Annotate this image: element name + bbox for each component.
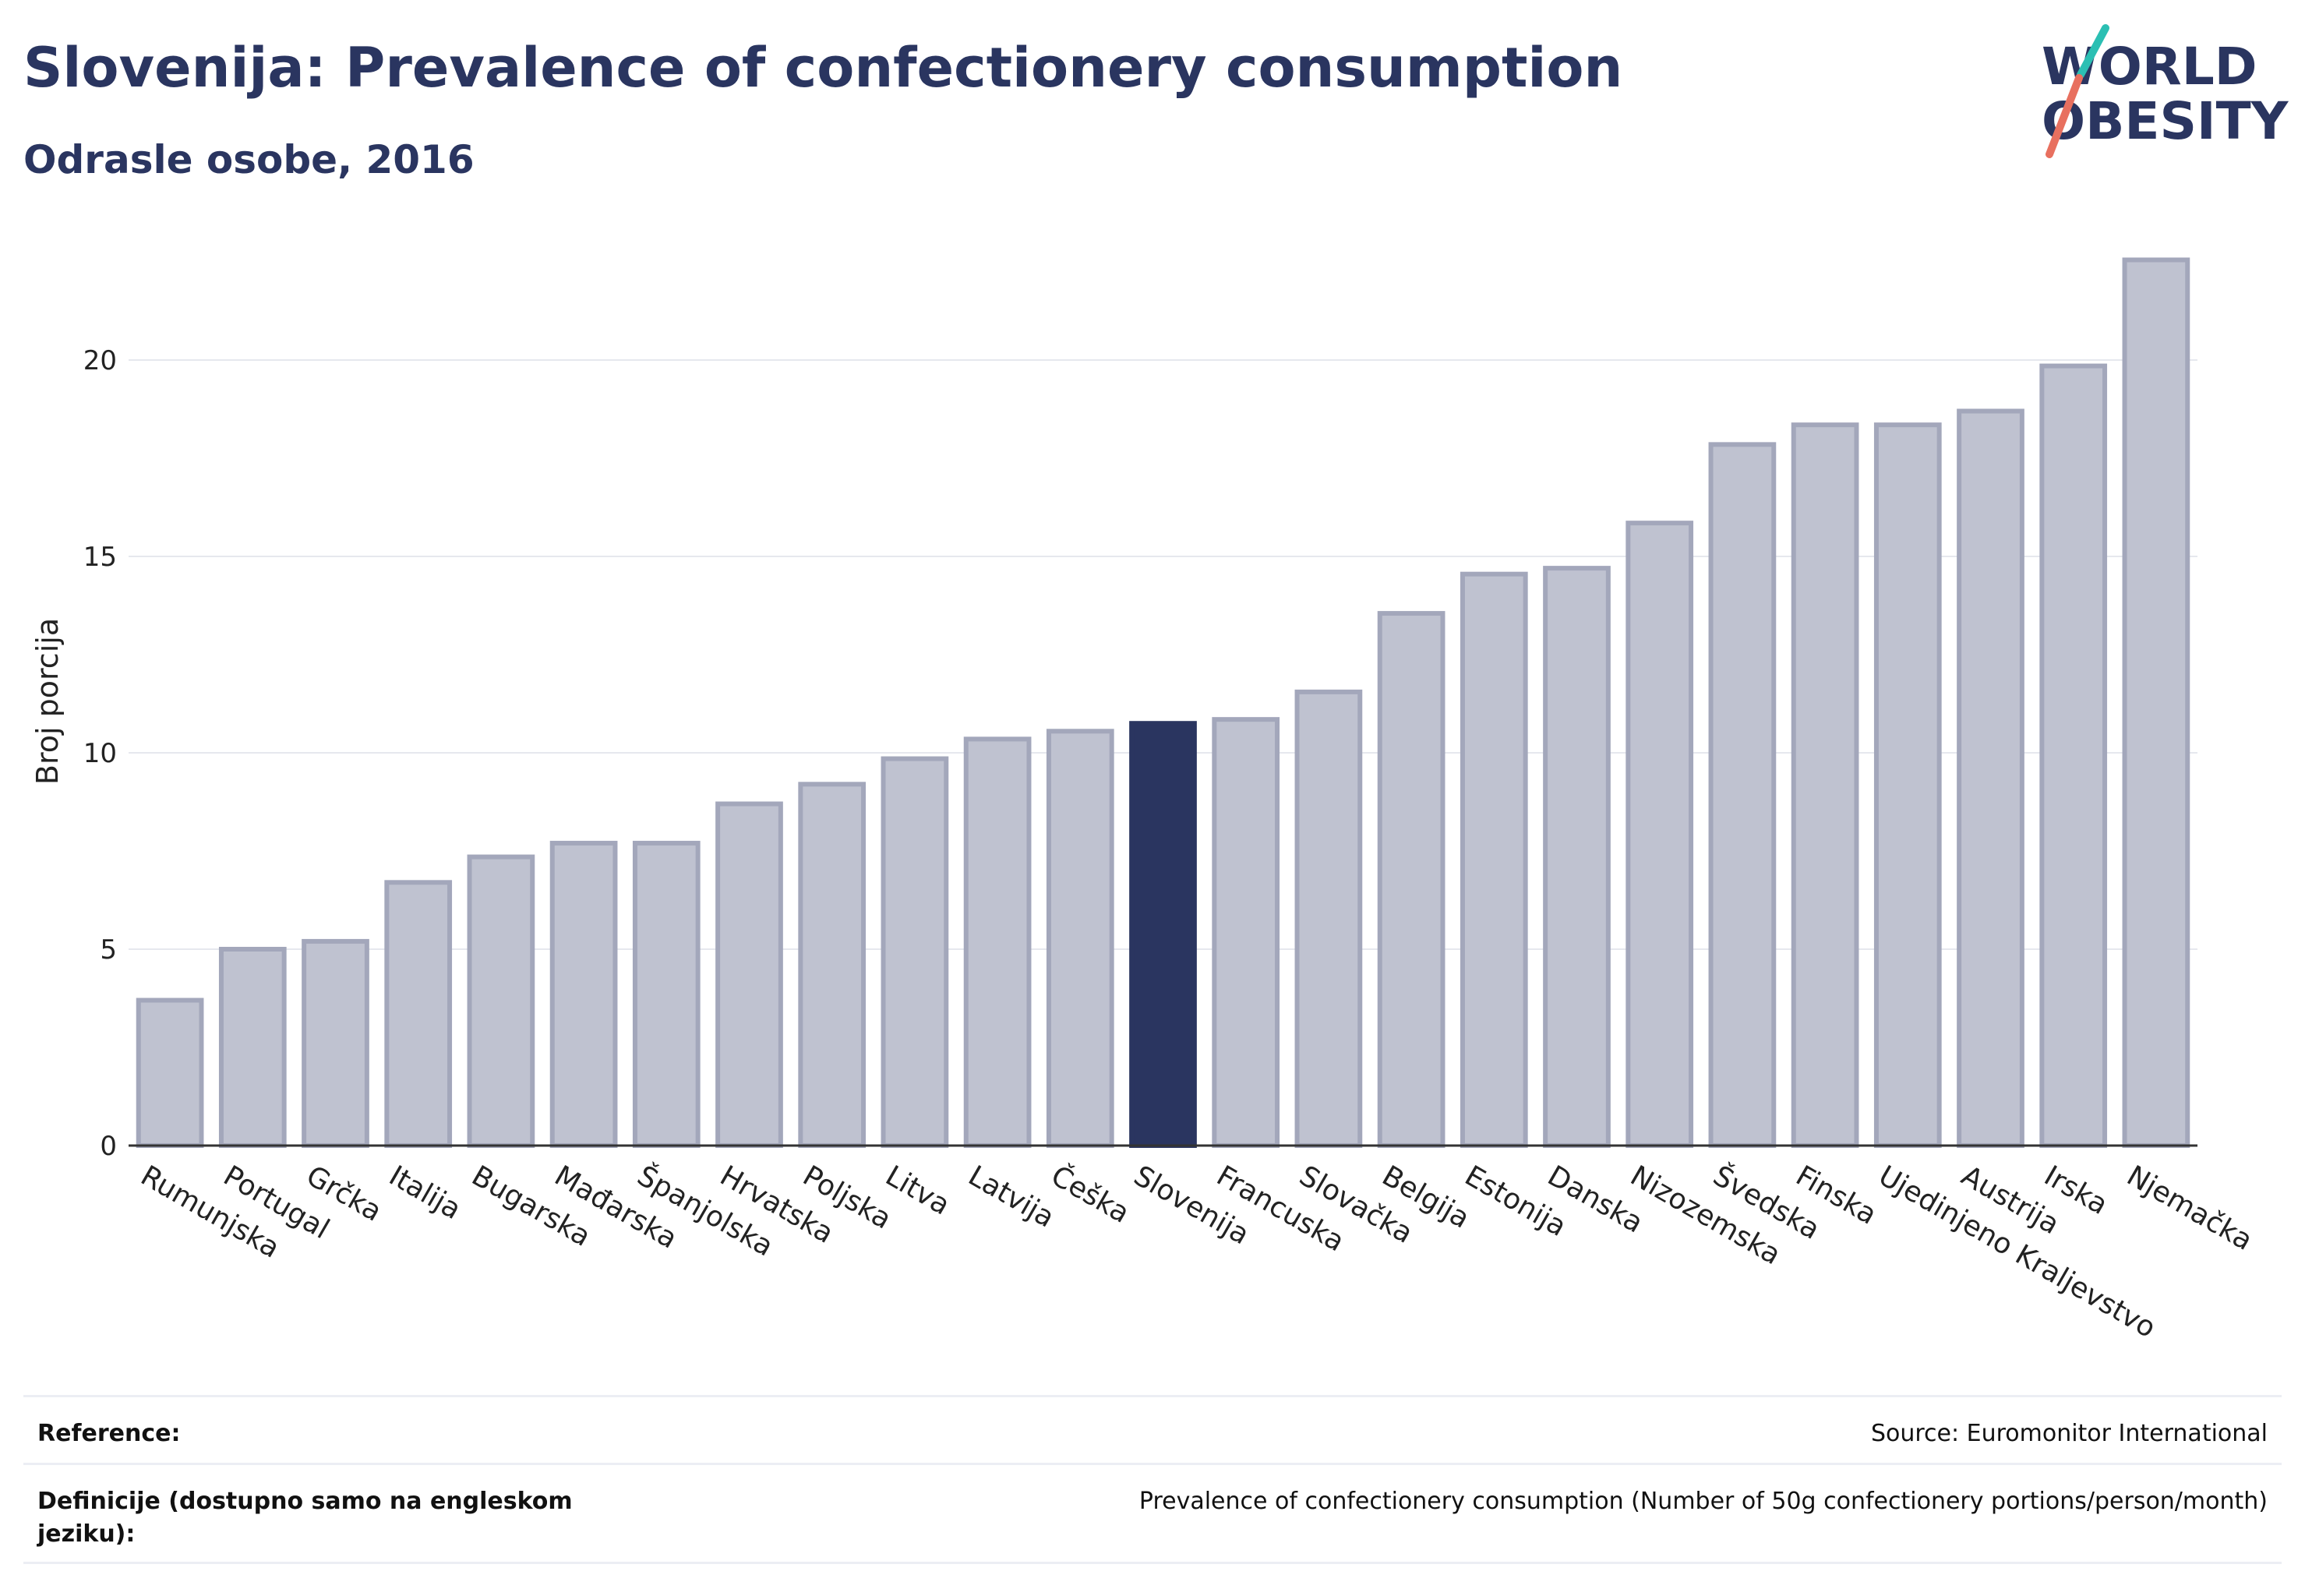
source-text: Source: Euromonitor International	[1870, 1420, 2268, 1447]
logo-line2: OBESITY	[2042, 91, 2289, 151]
bar-nizozemska	[1626, 521, 1694, 1148]
bar-irska	[2039, 363, 2108, 1148]
bar-rumunjska	[136, 998, 204, 1149]
chart-title: Slovenija: Prevalence of confectionery c…	[23, 36, 1623, 100]
bar-grčka	[302, 938, 369, 1149]
y-tick-label: 10	[83, 738, 117, 769]
x-tick-label: Italija	[383, 1160, 466, 1226]
bar-portugal	[218, 947, 287, 1148]
y-tick-label: 5	[100, 934, 117, 966]
x-tick-label: Češka	[1046, 1159, 1135, 1230]
logo-coral-stroke	[2046, 74, 2083, 158]
bar-italija	[384, 880, 453, 1148]
world-obesity-logo: WORLD OBESITY	[2042, 24, 2289, 158]
bar-hrvatska	[715, 801, 783, 1149]
x-tick-label: Latvija	[963, 1160, 1060, 1234]
logo-teal-stroke	[2077, 24, 2109, 79]
y-tick-label: 15	[83, 542, 117, 573]
bar-litva	[881, 756, 949, 1148]
definition-row: Definicije (dostupno samo na engleskom j…	[23, 1463, 2282, 1564]
y-tick-label: 20	[83, 345, 117, 376]
bar-ujedinjeno-kraljevstvo	[1873, 422, 1942, 1148]
references-table: Reference: Source: Euromonitor Internati…	[23, 1395, 2282, 1564]
bar-bugarska	[467, 854, 535, 1149]
bar-francuska	[1212, 717, 1280, 1148]
bar-njemačka	[2122, 257, 2190, 1149]
chart-subtitle: Odrasle osobe, 2016	[23, 137, 475, 182]
bar-austrija	[1957, 408, 2024, 1148]
reference-row: Reference: Source: Euromonitor Internati…	[23, 1395, 2282, 1463]
bar-belgija	[1377, 611, 1445, 1148]
definition-text: Prevalence of confectionery consumption …	[1138, 1488, 2268, 1515]
bar-češka	[1046, 729, 1114, 1148]
bar-poljska	[798, 782, 867, 1148]
bars	[136, 257, 2190, 1149]
bar-slovačka	[1294, 689, 1363, 1148]
bar-estonija	[1460, 571, 1528, 1148]
bar-mađarska	[549, 840, 618, 1149]
bar-latvija	[963, 736, 1032, 1148]
bar-švedska	[1708, 442, 1777, 1148]
y-axis-title: Broj porcija	[30, 618, 65, 785]
bar-danska	[1543, 566, 1611, 1148]
bar-slovenija	[1129, 721, 1197, 1148]
definition-label: Definicije (dostupno samo na engleskom j…	[37, 1488, 573, 1548]
reference-label: Reference:	[37, 1420, 181, 1447]
bar-finska	[1791, 422, 1859, 1148]
x-tick-label: Njemačka	[2121, 1160, 2257, 1257]
y-tick-label: 0	[100, 1131, 117, 1162]
bar-španjolska	[632, 840, 701, 1149]
